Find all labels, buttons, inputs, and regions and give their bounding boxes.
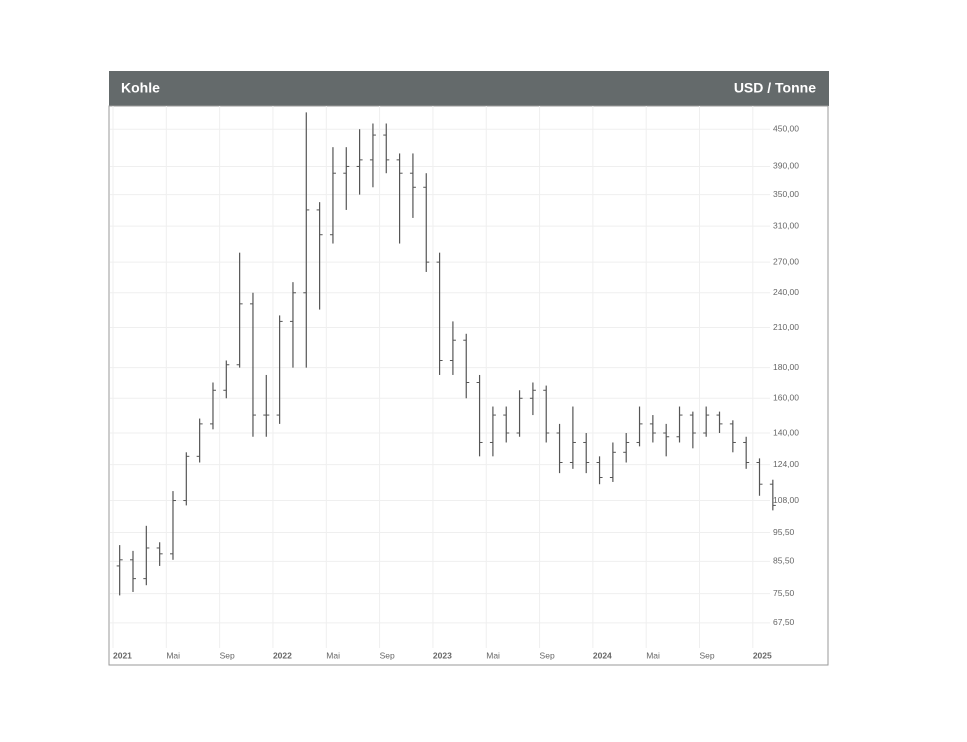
y-tick-label: 310,00 xyxy=(773,220,799,230)
y-tick-label: 350,00 xyxy=(773,189,799,199)
marks xyxy=(116,112,776,596)
x-tick-label: Mai xyxy=(326,650,340,660)
x-tick-label: Mai xyxy=(646,650,660,660)
grid: 450,00 390,00 350,00 310,00 270,00 240,00 210,… xyxy=(110,106,799,660)
x-tick-label: Mai xyxy=(486,650,500,660)
y-tick-label: 75,50 xyxy=(773,588,795,598)
x-tick-label: 2022 xyxy=(273,650,292,660)
x-tick-label: 2024 xyxy=(593,650,612,660)
y-tick-label: 390,00 xyxy=(773,161,799,171)
x-tick-label: Sep xyxy=(220,650,235,660)
x-tick-label: 2023 xyxy=(433,650,452,660)
x-tick-label: Sep xyxy=(380,650,395,660)
y-tick-label: 67,50 xyxy=(773,617,795,627)
header-bar xyxy=(109,71,829,106)
y-tick-label: 124,00 xyxy=(773,459,799,469)
x-tick-label: Sep xyxy=(700,650,715,660)
y-tick-label: 240,00 xyxy=(773,287,799,297)
unit-label: USD / Tonne xyxy=(734,80,816,96)
y-tick-label: 95,50 xyxy=(773,527,795,537)
x-tick-label: 2025 xyxy=(753,650,772,660)
y-tick-label: 85,50 xyxy=(773,556,795,566)
y-tick-label: 180,00 xyxy=(773,362,799,372)
y-tick-label: 450,00 xyxy=(773,123,799,133)
x-tick-label: Mai xyxy=(166,650,180,660)
y-tick-label: 140,00 xyxy=(773,427,799,437)
x-tick-label: 2021 xyxy=(113,650,132,660)
chart-title: Kohle xyxy=(121,80,160,96)
y-tick-label: 108,00 xyxy=(773,495,799,505)
plot-frame xyxy=(108,105,829,666)
y-tick-label: 160,00 xyxy=(773,393,799,403)
y-tick-label: 210,00 xyxy=(773,322,799,332)
y-tick-label: 270,00 xyxy=(773,256,799,266)
x-tick-label: Sep xyxy=(540,650,555,660)
